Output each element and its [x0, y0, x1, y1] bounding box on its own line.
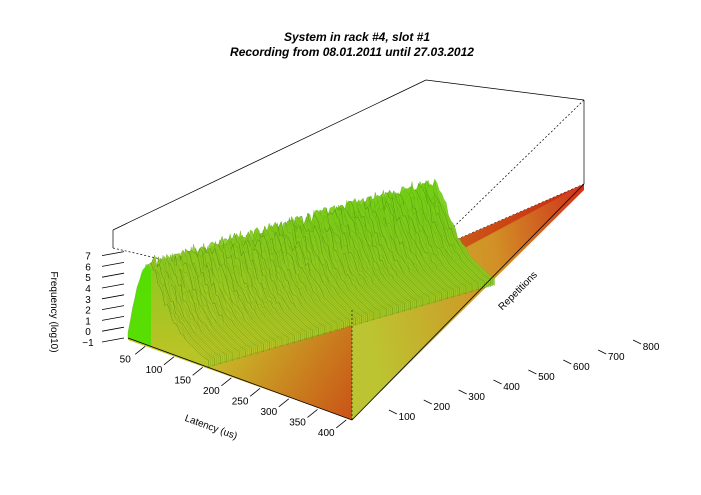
- y-tick-label: 400: [503, 382, 520, 393]
- y-axis-label: Repetitions: [497, 270, 540, 313]
- z-tick-label: 4: [85, 284, 91, 295]
- x-tick: 50: [120, 345, 146, 365]
- x-tick: 200: [203, 377, 232, 397]
- y-axis: 100 200 300 400 500 600 700 800: [388, 339, 660, 423]
- z-tick-label: 5: [85, 273, 91, 284]
- y-tick-label: 700: [608, 352, 625, 363]
- box-front: [127, 183, 585, 421]
- z-tick: 6: [85, 262, 125, 273]
- x-tick: 400: [318, 419, 347, 439]
- x-tick-label: 150: [174, 375, 191, 386]
- y-tick: 100: [388, 409, 416, 423]
- z-tick: 3: [85, 294, 125, 306]
- y-tick: 300: [458, 389, 485, 403]
- z-tick-label: 1: [85, 316, 91, 327]
- y-tick: 800: [632, 339, 660, 353]
- z-tick: 0: [85, 326, 125, 338]
- z-tick: 4: [85, 283, 125, 295]
- x-tick: 350: [289, 409, 318, 428]
- y-tick-label: 100: [399, 412, 416, 423]
- y-tick: 400: [493, 379, 520, 393]
- x-tick: 300: [260, 398, 290, 418]
- z-tick: 7: [85, 251, 125, 263]
- z-tick-label: 2: [85, 306, 91, 317]
- x-tick-label: 200: [203, 386, 220, 397]
- x-tick-label: 250: [232, 396, 249, 407]
- y-tick-label: 200: [433, 402, 450, 413]
- z-tick-label: 3: [85, 295, 91, 306]
- z-axis-label: Frequency (log10): [48, 271, 59, 352]
- x-tick-label: 350: [289, 417, 306, 428]
- x-tick-label: 400: [318, 428, 335, 439]
- y-tick: 500: [528, 369, 555, 383]
- surface-ridge: [127, 178, 495, 368]
- chart-title: System in rack #4, slot #1: [284, 30, 430, 44]
- y-tick-label: 600: [573, 362, 590, 373]
- z-tick-label: 0: [85, 327, 91, 338]
- y-tick-label: 300: [468, 392, 485, 403]
- y-tick: 200: [423, 399, 451, 413]
- z-tick: 5: [85, 272, 125, 284]
- x-tick: 100: [146, 356, 175, 376]
- z-tick: 2: [85, 305, 125, 317]
- z-tick-label: 6: [85, 262, 91, 273]
- x-axis-label: Latency (us): [183, 413, 238, 442]
- y-tick-label: 800: [643, 342, 660, 353]
- z-tick-label: −1: [82, 338, 94, 349]
- chart-subtitle: Recording from 08.01.2011 until 27.03.20…: [230, 45, 474, 59]
- x-tick-label: 300: [260, 407, 277, 418]
- z-tick-label: 7: [85, 252, 91, 263]
- x-tick-label: 100: [146, 365, 163, 376]
- y-tick: 700: [598, 349, 625, 363]
- x-axis: 50 100 150 200 250 300 350 400: [120, 345, 347, 439]
- y-tick: 600: [563, 359, 590, 373]
- ridge-front-face: [128, 264, 151, 347]
- z-tick: −1: [82, 337, 125, 349]
- x-tick: 250: [232, 388, 261, 407]
- y-tick-label: 500: [538, 372, 555, 383]
- z-tick: 1: [85, 316, 125, 327]
- x-tick: 150: [174, 367, 203, 386]
- x-tick-label: 50: [120, 354, 132, 365]
